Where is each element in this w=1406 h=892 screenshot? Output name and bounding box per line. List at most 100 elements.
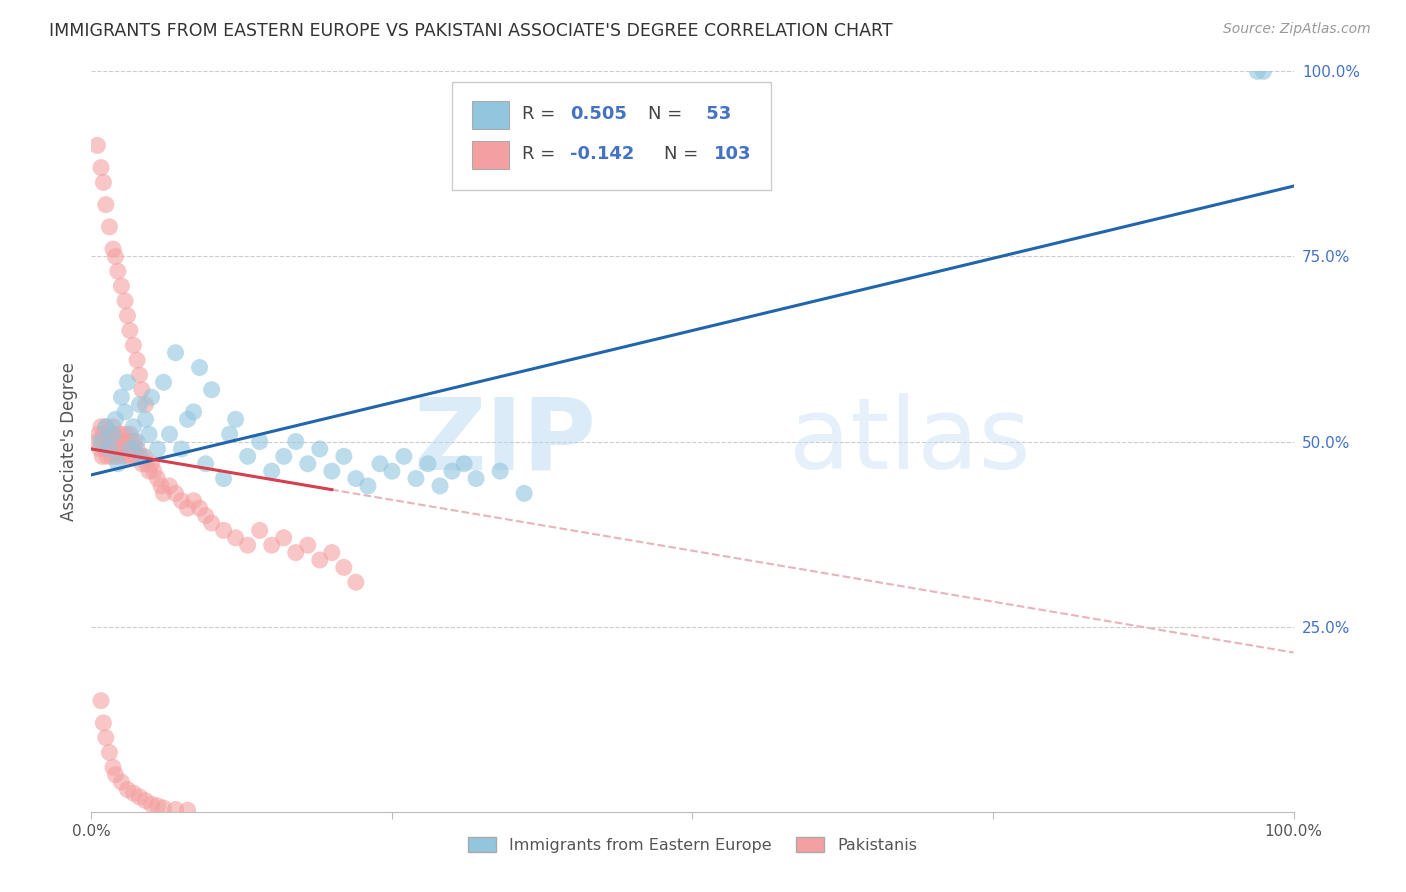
Text: N =: N = [664, 145, 703, 163]
Point [308, 442, 330, 456]
Text: IMMIGRANTS FROM EASTERN EUROPE VS PAKISTANI ASSOCIATE'S DEGREE CORRELATION CHART: IMMIGRANTS FROM EASTERN EUROPE VS PAKIST… [49, 22, 893, 40]
Bar [472, 101, 509, 129]
Point [101, 242, 124, 256]
Point [142, 464, 165, 478]
Point [100, 427, 122, 442]
Point [146, 471, 169, 485]
Point [94, 197, 117, 211]
Point [392, 450, 415, 464]
Point [260, 538, 283, 552]
Point [94, 419, 117, 434]
Point [321, 546, 343, 560]
Point [138, 427, 160, 442]
Point [188, 360, 211, 375]
Point [93, 427, 115, 442]
Point [94, 434, 117, 449]
Point [225, 531, 247, 545]
Text: R =: R = [522, 145, 561, 163]
Legend: Immigrants from Eastern Europe, Pakistanis: Immigrants from Eastern Europe, Pakistan… [461, 830, 924, 859]
Point [141, 390, 163, 404]
Point [103, 442, 125, 456]
Point [344, 575, 367, 590]
Text: Source: ZipAtlas.com: Source: ZipAtlas.com [1223, 22, 1371, 37]
Text: N =: N = [648, 105, 688, 123]
Point [93, 715, 115, 730]
Point [90, 419, 112, 434]
Point [107, 457, 129, 471]
Point [90, 161, 112, 175]
Point [121, 434, 143, 449]
Point [118, 442, 141, 456]
Point [128, 397, 150, 411]
Point [104, 427, 127, 442]
Point [107, 264, 129, 278]
Point [176, 412, 198, 426]
Point [125, 353, 148, 368]
Point [135, 457, 157, 471]
Point [201, 516, 224, 530]
Point [105, 450, 128, 464]
Point [165, 345, 187, 359]
Point [321, 464, 343, 478]
Point [138, 464, 160, 478]
Bar [472, 141, 509, 169]
Point [333, 560, 356, 574]
Point [150, 479, 173, 493]
Point [124, 434, 146, 449]
Point [122, 442, 145, 456]
Point [110, 427, 132, 442]
Point [98, 219, 121, 234]
Point [101, 760, 124, 774]
Point [152, 376, 174, 390]
Point [90, 694, 112, 708]
Point [212, 471, 235, 485]
Text: ZIP: ZIP [413, 393, 596, 490]
Point [98, 746, 121, 760]
Point [131, 450, 153, 464]
Point [465, 471, 488, 485]
Point [125, 442, 148, 456]
Point [117, 434, 139, 449]
Point [115, 450, 138, 464]
Text: -0.142: -0.142 [569, 145, 634, 163]
Point [273, 450, 295, 464]
Point [117, 782, 139, 797]
Point [98, 442, 121, 456]
Point [122, 786, 145, 800]
Point [118, 427, 141, 442]
Point [165, 803, 187, 817]
Point [101, 450, 124, 464]
Point [86, 434, 108, 449]
Point [141, 797, 163, 812]
Point [308, 553, 330, 567]
Point [416, 457, 439, 471]
Point [128, 368, 150, 382]
Point [93, 442, 115, 456]
Point [117, 376, 139, 390]
Text: 0.505: 0.505 [569, 105, 627, 123]
Point [93, 434, 115, 449]
Point [159, 479, 181, 493]
Point [104, 250, 127, 264]
Point [218, 427, 240, 442]
Point [125, 434, 148, 449]
Point [104, 412, 127, 426]
Point [183, 493, 205, 508]
Point [101, 434, 124, 449]
Point [101, 427, 124, 442]
Point [381, 464, 404, 478]
Point [131, 383, 153, 397]
Point [212, 524, 235, 538]
Point [146, 798, 169, 813]
Point [86, 138, 108, 153]
Point [236, 538, 259, 552]
Point [249, 524, 271, 538]
Point [183, 405, 205, 419]
Point [134, 412, 156, 426]
Point [134, 397, 156, 411]
Point [176, 501, 198, 516]
Point [368, 457, 391, 471]
Text: R =: R = [522, 105, 561, 123]
Point [128, 450, 150, 464]
Text: 103: 103 [714, 145, 752, 163]
